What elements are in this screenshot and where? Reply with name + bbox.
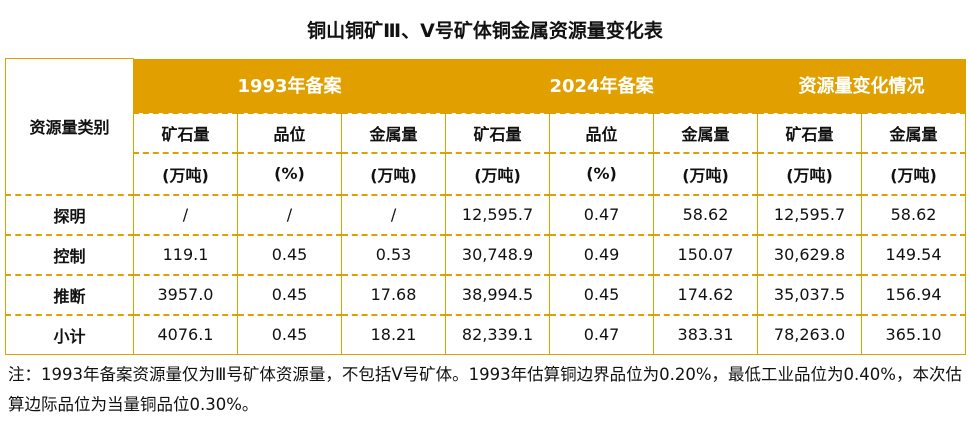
column-header: 金属量 bbox=[861, 111, 967, 153]
cell: / bbox=[133, 193, 238, 235]
cell: 119.1 bbox=[133, 233, 238, 275]
column-header: 矿石量 bbox=[757, 111, 863, 153]
cell: / bbox=[340, 193, 447, 235]
row-label: 小计 bbox=[5, 313, 134, 355]
cell: / bbox=[237, 193, 342, 235]
column-header: 金属量 bbox=[653, 111, 759, 153]
cell: 82,339.1 bbox=[445, 313, 551, 355]
cell: 156.94 bbox=[861, 273, 967, 315]
unit-label: (万吨) bbox=[861, 151, 967, 195]
cell: 4076.1 bbox=[133, 313, 238, 355]
cell: 383.31 bbox=[653, 313, 759, 355]
cell: 150.07 bbox=[653, 233, 759, 275]
table-row-subtotal: 小计 4076.1 0.45 18.21 82,339.1 0.47 383.3… bbox=[5, 313, 967, 355]
table-row: 探明 / / / 12,595.7 0.47 58.62 12,595.7 58… bbox=[5, 193, 967, 235]
unit-label: (万吨) bbox=[340, 151, 447, 195]
cell: 38,994.5 bbox=[445, 273, 551, 315]
cell: 0.45 bbox=[237, 273, 342, 315]
row-label: 推断 bbox=[5, 273, 134, 315]
cell: 58.62 bbox=[861, 193, 967, 235]
column-header: 矿石量 bbox=[133, 111, 238, 153]
cell: 30,629.8 bbox=[757, 233, 863, 275]
cell: 0.47 bbox=[549, 193, 655, 235]
row-label: 控制 bbox=[5, 233, 134, 275]
cell: 0.49 bbox=[549, 233, 655, 275]
cell: 58.62 bbox=[653, 193, 759, 235]
table-title: 铜山铜矿Ⅲ、Ⅴ号矿体铜金属资源量变化表 bbox=[307, 20, 663, 42]
cell: 0.45 bbox=[237, 313, 342, 355]
group-change: 资源量变化情况 bbox=[757, 58, 967, 113]
row-label: 探明 bbox=[5, 193, 134, 235]
cell: 12,595.7 bbox=[757, 193, 863, 235]
cell: 0.45 bbox=[549, 273, 655, 315]
cell: 18.21 bbox=[340, 313, 447, 355]
resource-table: 资源量类别 1993年备案 2024年备案 资源量变化情况 矿石量 品位 金属量… bbox=[5, 58, 967, 355]
unit-label: (万吨) bbox=[757, 151, 863, 195]
table-row: 控制 119.1 0.45 0.53 30,748.9 0.49 150.07 … bbox=[5, 233, 967, 275]
unit-label: (%) bbox=[237, 151, 342, 195]
cell: 365.10 bbox=[861, 313, 967, 355]
cell: 0.45 bbox=[237, 233, 342, 275]
unit-label: (万吨) bbox=[445, 151, 551, 195]
cell: 78,263.0 bbox=[757, 313, 863, 355]
cell: 17.68 bbox=[340, 273, 447, 315]
group-1993: 1993年备案 bbox=[132, 58, 447, 113]
unit-row: (万吨) (%) (万吨) (万吨) (%) (万吨) (万吨) (万吨) bbox=[6, 151, 967, 195]
unit-label: (%) bbox=[549, 151, 655, 195]
group-2024: 2024年备案 bbox=[445, 58, 759, 113]
group-header-row: 资源量类别 1993年备案 2024年备案 资源量变化情况 bbox=[5, 58, 967, 195]
column-header: 品位 bbox=[549, 111, 655, 153]
cell: 3957.0 bbox=[133, 273, 238, 315]
cell: 149.54 bbox=[861, 233, 967, 275]
column-header: 矿石量 bbox=[445, 111, 551, 153]
cell: 12,595.7 bbox=[445, 193, 551, 235]
cell: 0.53 bbox=[340, 233, 447, 275]
unit-label: (万吨) bbox=[653, 151, 759, 195]
cell: 0.47 bbox=[549, 313, 655, 355]
category-header: 资源量类别 bbox=[5, 58, 134, 195]
column-header: 金属量 bbox=[340, 111, 447, 153]
cell: 30,748.9 bbox=[445, 233, 551, 275]
column-header-row: 矿石量 品位 金属量 矿石量 品位 金属量 矿石量 金属量 bbox=[6, 111, 967, 153]
column-header: 品位 bbox=[237, 111, 342, 153]
cell: 35,037.5 bbox=[757, 273, 863, 315]
table-row: 推断 3957.0 0.45 17.68 38,994.5 0.45 174.6… bbox=[5, 273, 967, 315]
unit-label: (万吨) bbox=[133, 151, 238, 195]
table-note: 注：1993年备案资源量仅为Ⅲ号矿体资源量，不包括Ⅴ号矿体。1993年估算铜边界… bbox=[8, 365, 962, 414]
cell: 174.62 bbox=[653, 273, 759, 315]
